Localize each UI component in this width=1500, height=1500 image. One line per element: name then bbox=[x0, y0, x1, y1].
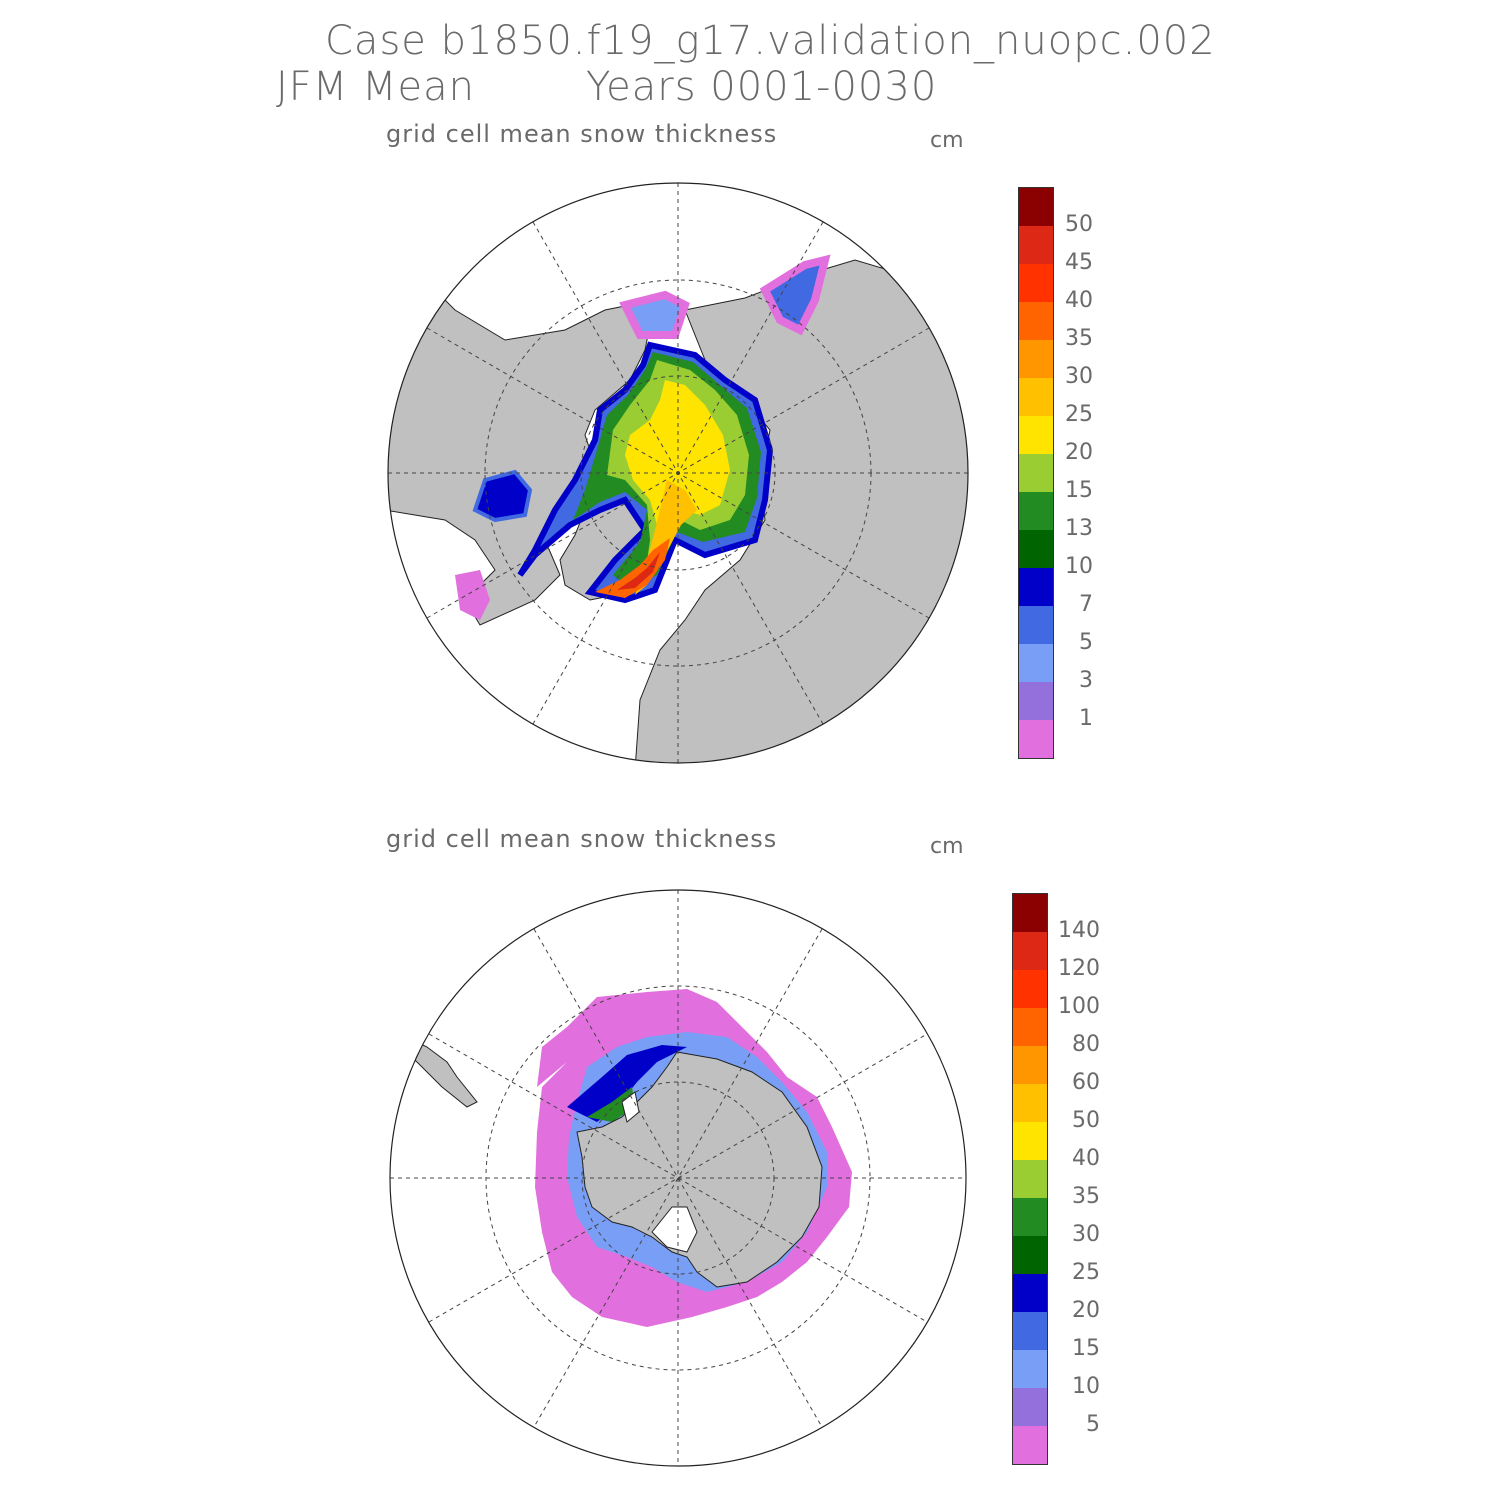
north-colorbar bbox=[1018, 187, 1054, 759]
colorbar-tick-label: 20 bbox=[1065, 440, 1093, 465]
colorbar-swatch bbox=[1013, 970, 1047, 1008]
colorbar-tick-label: 25 bbox=[1065, 402, 1093, 427]
colorbar-swatch bbox=[1013, 1236, 1047, 1274]
colorbar-tick-label: 100 bbox=[1058, 994, 1100, 1019]
colorbar-tick-label: 7 bbox=[1079, 592, 1093, 617]
colorbar-tick-label: 10 bbox=[1065, 554, 1093, 579]
years-label: Years 0001-0030 bbox=[586, 64, 938, 110]
north-polar-map bbox=[387, 182, 969, 764]
colorbar-swatch bbox=[1019, 530, 1053, 568]
colorbar-swatch bbox=[1019, 644, 1053, 682]
colorbar-swatch bbox=[1019, 606, 1053, 644]
north-map-boundary bbox=[387, 182, 969, 764]
colorbar-tick-label: 140 bbox=[1058, 918, 1100, 943]
colorbar-tick-label: 1 bbox=[1079, 706, 1093, 731]
north-ice-darkred bbox=[617, 552, 660, 590]
colorbar-tick-label: 35 bbox=[1065, 326, 1093, 351]
colorbar-swatch bbox=[1019, 188, 1053, 226]
south-ice-blue-band bbox=[567, 1045, 687, 1122]
north-ice-yellow bbox=[625, 380, 730, 560]
colorbar-tick-label: 25 bbox=[1072, 1260, 1100, 1285]
north-ice-bering bbox=[619, 290, 690, 339]
colorbar-tick-label: 15 bbox=[1065, 478, 1093, 503]
colorbar-swatch bbox=[1013, 1046, 1047, 1084]
north-ice-labrador bbox=[455, 570, 490, 620]
colorbar-tick-label: 5 bbox=[1079, 630, 1093, 655]
colorbar-swatch bbox=[1013, 894, 1047, 932]
colorbar-swatch bbox=[1019, 682, 1053, 720]
colorbar-tick-label: 5 bbox=[1086, 1412, 1100, 1437]
colorbar-swatch bbox=[1013, 1122, 1047, 1160]
colorbar-swatch bbox=[1019, 720, 1053, 758]
south-land-ross-shelf bbox=[651, 1206, 698, 1253]
colorbar-tick-label: 50 bbox=[1065, 212, 1093, 237]
colorbar-tick-label: 3 bbox=[1079, 668, 1093, 693]
colorbar-swatch bbox=[1019, 340, 1053, 378]
colorbar-swatch bbox=[1019, 226, 1053, 264]
colorbar-swatch bbox=[1013, 1274, 1047, 1312]
colorbar-swatch bbox=[1019, 264, 1053, 302]
case-title: Case b1850.f19_g17.validation_nuopc.002 bbox=[325, 18, 1216, 64]
colorbar-tick-label: 80 bbox=[1072, 1032, 1100, 1057]
north-ice-hudson bbox=[472, 469, 533, 523]
colorbar-swatch bbox=[1013, 932, 1047, 970]
colorbar-swatch bbox=[1019, 302, 1053, 340]
south-subtitle: grid cell mean snow thickness bbox=[386, 825, 778, 853]
colorbar-tick-label: 40 bbox=[1072, 1146, 1100, 1171]
colorbar-swatch bbox=[1019, 492, 1053, 530]
north-graticule bbox=[388, 183, 968, 763]
colorbar-swatch bbox=[1013, 1160, 1047, 1198]
north-ice-okhotsk bbox=[759, 254, 831, 336]
colorbar-tick-label: 35 bbox=[1072, 1184, 1100, 1209]
colorbar-swatch bbox=[1019, 378, 1053, 416]
south-unit-label: cm bbox=[930, 834, 964, 859]
colorbar-swatch bbox=[1013, 1312, 1047, 1350]
colorbar-swatch bbox=[1013, 1426, 1047, 1464]
colorbar-swatch bbox=[1013, 1008, 1047, 1046]
south-graticule bbox=[390, 890, 966, 1466]
colorbar-tick-label: 50 bbox=[1072, 1108, 1100, 1133]
colorbar-tick-label: 60 bbox=[1072, 1070, 1100, 1095]
south-ice-green-band bbox=[587, 1087, 635, 1122]
colorbar-swatch bbox=[1019, 416, 1053, 454]
period-label: JFM Mean bbox=[276, 64, 476, 110]
colorbar-swatch bbox=[1019, 568, 1053, 606]
colorbar-swatch bbox=[1013, 1084, 1047, 1122]
north-ice-red bbox=[595, 538, 670, 598]
colorbar-tick-label: 45 bbox=[1065, 250, 1093, 275]
colorbar-swatch bbox=[1019, 454, 1053, 492]
north-subtitle: grid cell mean snow thickness bbox=[386, 120, 778, 148]
south-colorbar bbox=[1012, 893, 1048, 1465]
colorbar-swatch bbox=[1013, 1388, 1047, 1426]
colorbar-tick-label: 40 bbox=[1065, 288, 1093, 313]
north-unit-label: cm bbox=[930, 128, 964, 153]
colorbar-tick-label: 30 bbox=[1072, 1222, 1100, 1247]
colorbar-tick-label: 13 bbox=[1065, 516, 1093, 541]
colorbar-swatch bbox=[1013, 1198, 1047, 1236]
colorbar-tick-label: 20 bbox=[1072, 1298, 1100, 1323]
south-polar-map bbox=[389, 889, 967, 1467]
south-map-boundary bbox=[389, 889, 967, 1467]
colorbar-swatch bbox=[1013, 1350, 1047, 1388]
colorbar-tick-label: 15 bbox=[1072, 1336, 1100, 1361]
colorbar-tick-label: 10 bbox=[1072, 1374, 1100, 1399]
colorbar-tick-label: 30 bbox=[1065, 364, 1093, 389]
colorbar-tick-label: 120 bbox=[1058, 956, 1100, 981]
